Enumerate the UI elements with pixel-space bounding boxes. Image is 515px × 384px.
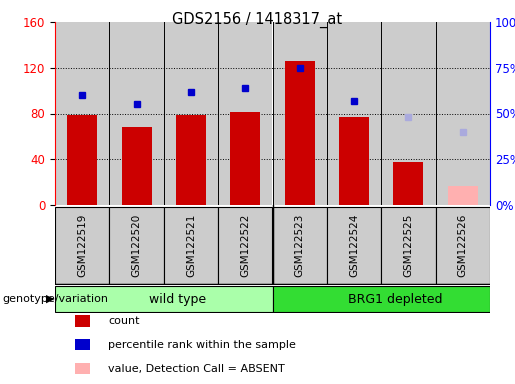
Text: GSM122521: GSM122521	[186, 214, 196, 277]
Bar	[381, 207, 436, 284]
Bar	[75, 316, 90, 326]
Bar	[218, 207, 272, 284]
Bar	[67, 115, 97, 205]
Bar	[218, 22, 272, 205]
Bar	[75, 339, 90, 350]
Bar	[448, 185, 478, 205]
Bar	[327, 207, 381, 284]
Bar	[339, 117, 369, 205]
Bar	[164, 22, 218, 205]
Bar	[176, 115, 206, 205]
Bar	[285, 61, 315, 205]
Text: GSM122523: GSM122523	[295, 214, 305, 277]
Text: ▶: ▶	[46, 294, 54, 304]
Bar	[55, 207, 109, 284]
Text: BRG1 depleted: BRG1 depleted	[348, 293, 442, 306]
Bar	[272, 22, 327, 205]
Bar	[272, 207, 327, 284]
Text: GSM122525: GSM122525	[403, 214, 414, 277]
Bar	[272, 286, 490, 311]
Bar	[436, 22, 490, 205]
Bar	[75, 363, 90, 374]
Text: GDS2156 / 1418317_at: GDS2156 / 1418317_at	[173, 12, 342, 28]
Bar	[122, 127, 151, 205]
Bar	[164, 207, 218, 284]
Bar	[393, 162, 423, 205]
Bar	[327, 22, 381, 205]
Text: GSM122524: GSM122524	[349, 214, 359, 277]
Text: percentile rank within the sample: percentile rank within the sample	[108, 340, 296, 350]
Bar	[55, 22, 109, 205]
Text: GSM122522: GSM122522	[241, 214, 250, 277]
Text: value, Detection Call = ABSENT: value, Detection Call = ABSENT	[108, 364, 285, 374]
Bar	[230, 113, 260, 205]
Text: wild type: wild type	[149, 293, 206, 306]
Text: genotype/variation: genotype/variation	[3, 294, 109, 304]
Bar	[109, 22, 164, 205]
Bar	[55, 286, 272, 311]
Text: GSM122526: GSM122526	[458, 214, 468, 277]
Text: GSM122520: GSM122520	[131, 214, 142, 276]
Text: count: count	[108, 316, 140, 326]
Bar	[381, 22, 436, 205]
Bar	[436, 207, 490, 284]
Text: GSM122519: GSM122519	[77, 214, 87, 277]
Bar	[109, 207, 164, 284]
